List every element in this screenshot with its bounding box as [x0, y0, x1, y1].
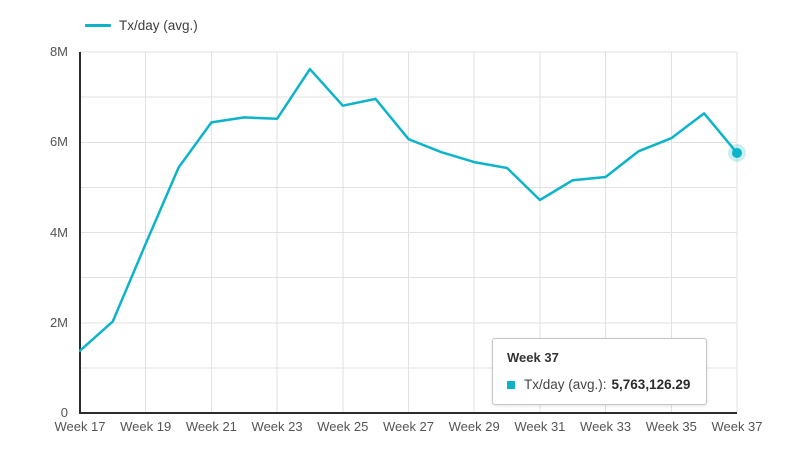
x-tick-label: Week 23 — [251, 419, 303, 434]
txday-series-line[interactable] — [78, 67, 739, 352]
x-tick-label: Week 19 — [120, 419, 172, 434]
x-tick-label: Week 25 — [317, 419, 369, 434]
y-tick-label: 4M — [49, 224, 68, 240]
tooltip-title: Week 37 — [507, 350, 559, 365]
x-tick-label: Week 27 — [382, 419, 435, 434]
legend-label: Tx/day (avg.) — [119, 18, 198, 33]
tooltip-series-label: Tx/day (avg.): — [524, 377, 607, 392]
x-tick-label: Week 33 — [580, 419, 632, 434]
tooltip-series-row: Tx/day (avg.): 5,763,126.29 — [507, 377, 692, 392]
x-tick-label: Week 21 — [185, 419, 237, 434]
series-marker-icon — [507, 380, 515, 389]
x-tick-label: Week 37 — [711, 419, 763, 434]
y-tick-label: 2M — [49, 314, 68, 330]
legend-line-swatch-icon — [85, 24, 111, 27]
y-tick-label: 6M — [49, 134, 68, 150]
tooltip-series-value: 5,763,126.29 — [611, 377, 691, 392]
x-tick-label: Week 35 — [645, 419, 697, 434]
legend-item-txday[interactable]: Tx/day (avg.) — [85, 18, 198, 33]
y-tick-label: 8M — [49, 44, 68, 59]
tooltip: Week 37 Tx/day (avg.): 5,763,126.29 — [492, 338, 707, 405]
y-tick-label: 0 — [60, 405, 68, 420]
x-tick-label: Week 29 — [448, 419, 500, 434]
x-tick-label: Week 17 — [54, 419, 106, 434]
x-tick-label: Week 31 — [514, 419, 566, 434]
hover-point-marker[interactable] — [732, 147, 742, 158]
